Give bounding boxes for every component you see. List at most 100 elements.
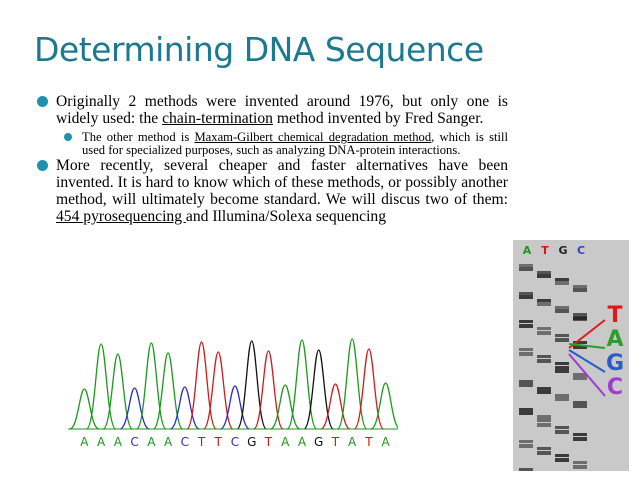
gel-band	[537, 387, 551, 391]
base-label: A	[114, 435, 123, 449]
chromatogram-background	[68, 307, 398, 453]
gel-band	[555, 306, 569, 309]
pointer-line	[568, 353, 606, 397]
gel-band	[537, 423, 551, 427]
trace-peak	[202, 351, 234, 430]
gel-band	[573, 401, 587, 405]
pointer-line	[568, 319, 606, 349]
lane-label: T	[541, 244, 549, 257]
trace-peak	[119, 387, 150, 430]
trace-peak	[169, 386, 200, 430]
gel-band	[519, 264, 533, 267]
bullet-text: method invented by Fred Sanger.	[272, 110, 484, 127]
base-letter: A	[606, 327, 623, 352]
base-letter: G	[606, 351, 624, 376]
gel-band	[573, 377, 587, 380]
sub-bullet: The other method is Maxam-Gilbert chemic…	[62, 131, 508, 157]
gel-band	[519, 412, 533, 415]
gel-band	[573, 405, 587, 408]
gel-band	[555, 426, 569, 429]
base-label: A	[298, 435, 307, 449]
bullet: Originally 2 methods were invented aroun…	[36, 93, 508, 127]
gel-band	[537, 419, 551, 422]
bullet-text: More recently, several cheaper and faste…	[56, 157, 508, 208]
gel-band	[537, 359, 551, 363]
gel-band	[555, 430, 569, 434]
trace-peak	[353, 348, 385, 430]
gel-band	[519, 380, 533, 384]
slide-title: Determining DNA Sequence	[34, 30, 484, 69]
base-label: C	[181, 435, 189, 449]
gel-band	[519, 324, 533, 328]
gel-band	[555, 394, 569, 398]
gel-band	[555, 454, 569, 457]
gel-band	[573, 285, 587, 288]
gel-band	[519, 267, 533, 271]
gel-band	[537, 447, 551, 450]
gel-band	[555, 398, 569, 401]
gel-band	[537, 415, 551, 419]
base-label: A	[164, 435, 173, 449]
gel-band	[519, 352, 533, 356]
base-label: A	[97, 435, 106, 449]
gel-band	[573, 433, 587, 436]
link-text: Maxam-Gilbert chemical degradation metho…	[194, 130, 432, 144]
gel-band	[519, 320, 533, 323]
gel-band	[555, 278, 569, 281]
base-label: G	[247, 435, 256, 449]
gel-band	[573, 373, 587, 377]
gel-band	[555, 334, 569, 337]
gel-band	[573, 461, 587, 464]
gel-band	[537, 391, 551, 394]
gel-band	[519, 468, 533, 471]
base-label: A	[281, 435, 290, 449]
bullet-text: Originally 2 methods were invented aroun…	[56, 93, 508, 127]
base-letter: T	[607, 303, 622, 328]
gel-band	[573, 345, 587, 349]
gel-band	[519, 440, 533, 443]
trace-peak	[152, 352, 184, 430]
trace-peak	[69, 388, 100, 430]
bullet-text: , which is still used for specialized pu…	[82, 130, 509, 157]
gel-band	[573, 313, 587, 316]
base-label: C	[231, 435, 239, 449]
base-label: T	[264, 435, 273, 449]
base-label: A	[147, 435, 156, 449]
base-label: T	[364, 435, 373, 449]
trace-peak	[270, 384, 301, 430]
base-label: T	[331, 435, 340, 449]
base-label: G	[314, 435, 323, 449]
lane-label: G	[558, 244, 567, 257]
gel-band	[555, 281, 569, 285]
base-letter: C	[607, 375, 623, 400]
gel-band	[555, 362, 569, 365]
gel-band	[573, 465, 587, 469]
gel-band	[519, 384, 533, 387]
base-label: A	[80, 435, 89, 449]
gel-band	[555, 370, 569, 373]
bullet-text: The other method is	[82, 130, 195, 144]
trace-peak	[102, 353, 134, 430]
gel-band	[537, 331, 551, 335]
gel-band	[537, 302, 551, 306]
gel-band	[555, 309, 569, 313]
bullet-list: Originally 2 methods were invented aroun…	[36, 93, 508, 229]
base-label: A	[382, 435, 391, 449]
gel-band	[519, 295, 533, 299]
gel-band	[555, 338, 569, 342]
trace-peak	[219, 385, 251, 430]
pointer-line	[568, 343, 606, 349]
lane-label: C	[577, 244, 585, 257]
trace-peak	[320, 383, 351, 430]
lane-label: A	[523, 244, 532, 257]
gel-band	[555, 458, 569, 462]
gel-band	[537, 274, 551, 278]
gel-band	[519, 408, 533, 412]
pointer-line	[568, 349, 606, 373]
gel-band	[519, 348, 533, 351]
bullet: More recently, several cheaper and faste…	[36, 157, 508, 225]
gel-band	[573, 341, 587, 344]
